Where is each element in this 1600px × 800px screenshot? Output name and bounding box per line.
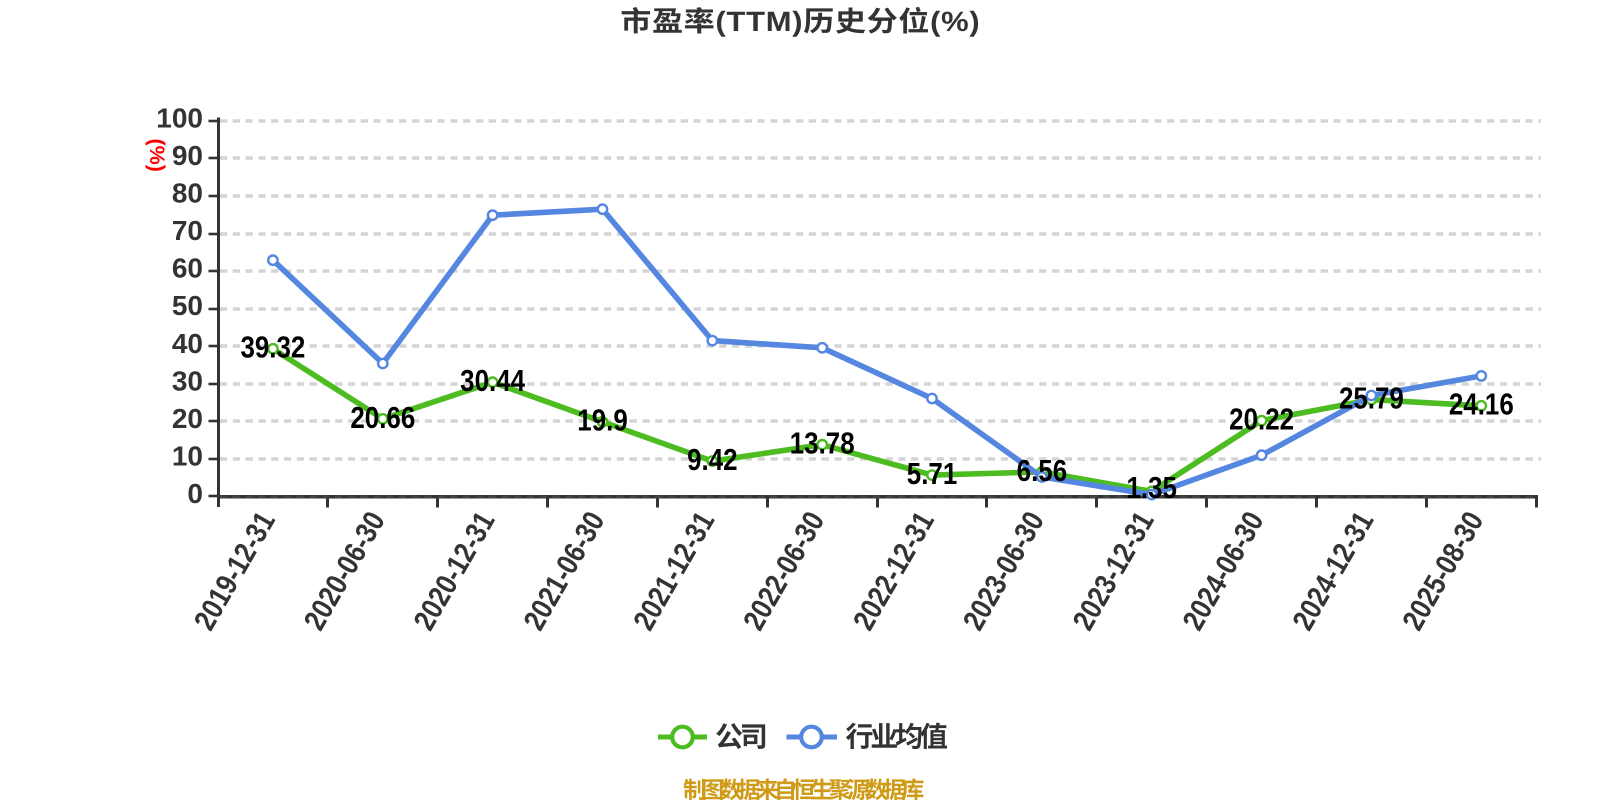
svg-text:10: 10 (172, 440, 203, 471)
svg-text:80: 80 (172, 177, 203, 208)
svg-text:25.79: 25.79 (1339, 380, 1404, 414)
svg-text:0: 0 (187, 478, 203, 509)
svg-text:2021-06-30: 2021-06-30 (517, 506, 611, 636)
svg-text:2020-06-30: 2020-06-30 (297, 506, 391, 636)
svg-text:13.78: 13.78 (790, 426, 855, 460)
svg-text:(%): (%) (145, 139, 169, 172)
svg-text:5.71: 5.71 (907, 456, 957, 490)
svg-text:30.44: 30.44 (460, 363, 525, 397)
svg-text:39.32: 39.32 (240, 330, 305, 364)
svg-text:2023-06-30: 2023-06-30 (956, 506, 1050, 636)
svg-text:2024-12-31: 2024-12-31 (1286, 506, 1380, 636)
svg-text:19.9: 19.9 (577, 403, 627, 437)
svg-text:2020-12-31: 2020-12-31 (407, 506, 501, 636)
svg-text:9.42: 9.42 (687, 442, 737, 476)
svg-text:2019-12-31: 2019-12-31 (187, 506, 281, 636)
svg-text:2022-06-30: 2022-06-30 (737, 506, 831, 636)
svg-text:6.56: 6.56 (1017, 453, 1067, 487)
svg-text:2023-12-31: 2023-12-31 (1066, 506, 1160, 636)
svg-text:60: 60 (172, 253, 203, 284)
svg-text:2022-12-31: 2022-12-31 (846, 506, 940, 636)
svg-text:90: 90 (172, 140, 203, 171)
svg-text:70: 70 (172, 215, 203, 246)
svg-text:2021-12-31: 2021-12-31 (627, 506, 721, 636)
svg-text:30: 30 (172, 365, 203, 396)
svg-text:20.66: 20.66 (350, 400, 415, 434)
svg-text:1.35: 1.35 (1126, 470, 1176, 504)
svg-text:100: 100 (156, 102, 203, 133)
svg-text:40: 40 (172, 328, 203, 359)
svg-text:20: 20 (172, 403, 203, 434)
svg-text:50: 50 (172, 290, 203, 321)
svg-text:24.16: 24.16 (1449, 387, 1514, 421)
svg-text:2025-08-30: 2025-08-30 (1396, 506, 1490, 636)
svg-text:20.22: 20.22 (1229, 401, 1294, 435)
svg-text:2024-06-30: 2024-06-30 (1176, 506, 1270, 636)
